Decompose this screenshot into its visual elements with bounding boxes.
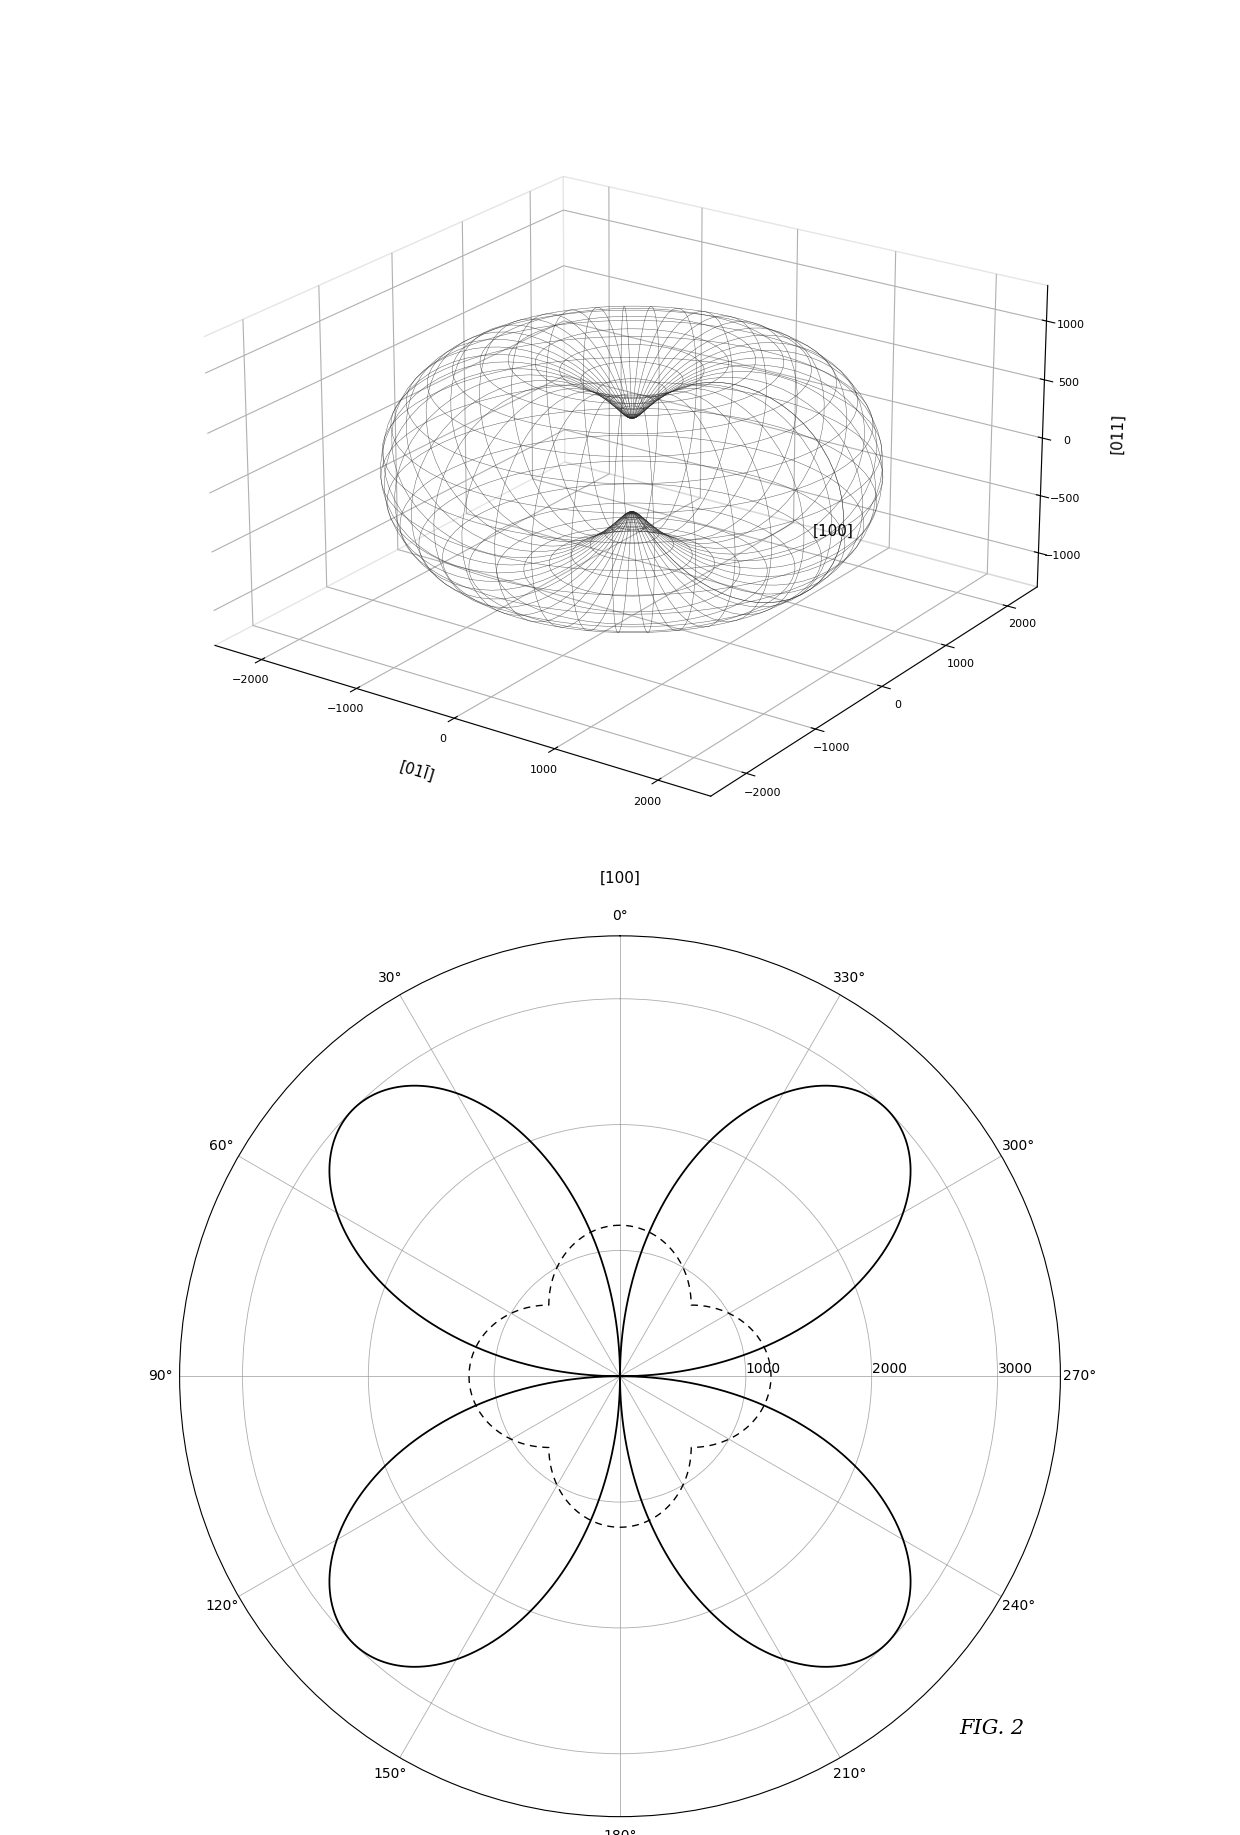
Text: [100]: [100] [600,870,640,886]
Text: FIG. 2: FIG. 2 [960,1719,1024,1738]
X-axis label: [01Ī]: [01Ī] [398,758,436,784]
Text: FIG. 1: FIG. 1 [588,991,652,1009]
